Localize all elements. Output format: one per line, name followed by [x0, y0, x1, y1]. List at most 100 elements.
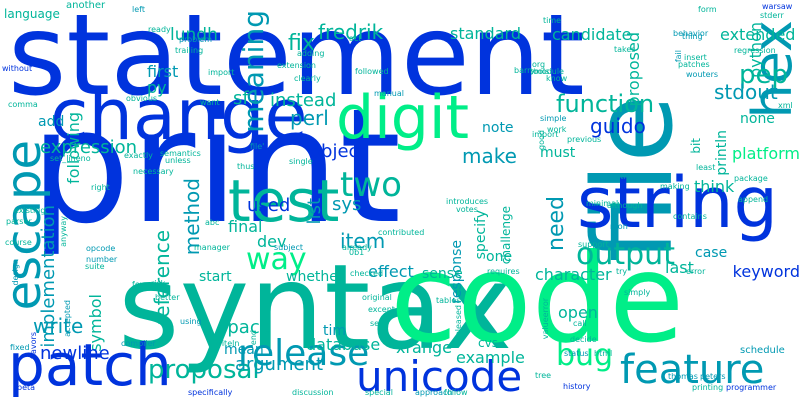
word-regression: regression [734, 46, 776, 55]
word-without: without [2, 64, 33, 73]
word-pep: pep [739, 60, 789, 90]
word-better: better [155, 293, 180, 302]
word-standard: standard [450, 24, 521, 43]
word-adding: adding [297, 49, 325, 58]
word-ready: ready [148, 25, 171, 34]
word-proposed: proposed [624, 32, 643, 107]
word-object: object [310, 141, 366, 162]
word-unicode: unicode [356, 352, 523, 400]
word-want: want [200, 98, 220, 107]
word-tables: tables [436, 296, 461, 305]
word-code: code [390, 228, 685, 370]
word-obvious: obvious [126, 94, 158, 103]
word-item: item [340, 229, 386, 253]
word-case: case [695, 245, 728, 261]
word-already: already [342, 243, 372, 252]
word-platform: platform [732, 144, 800, 163]
word-unless: unless [165, 156, 191, 165]
word-takes: takes [614, 45, 636, 54]
word-test: test [228, 167, 340, 235]
word-released: released [454, 305, 463, 340]
word-simply: simply [624, 288, 651, 297]
word-html: html [594, 349, 613, 358]
word-simple: simple [540, 114, 567, 123]
word-bug: bug [556, 338, 614, 373]
word-xrange: xrange [396, 338, 452, 357]
word-print: print [30, 75, 402, 259]
word-stderr: stderr [760, 11, 784, 20]
word-instead: instead [270, 90, 337, 111]
word-println: println [714, 130, 730, 176]
word-import: import' [532, 130, 561, 139]
word-introduces: introduces [446, 197, 489, 206]
word-fixed: fixed [10, 343, 30, 352]
word-extended: extended [720, 25, 796, 44]
word-guido: guido [590, 114, 646, 138]
word-approach: approach [415, 388, 453, 397]
word-following: following [64, 112, 83, 184]
word-none: none [740, 111, 775, 127]
word-list: list [304, 198, 325, 225]
word-note: note [482, 120, 514, 136]
word-anyway: anyway [59, 216, 68, 247]
word-contributed: contributed [378, 228, 425, 237]
word-course: course [5, 238, 32, 247]
word-append: append [738, 195, 769, 204]
word-problem: problem [179, 35, 213, 44]
word-module: module [534, 67, 564, 76]
word-opcode: opcode [86, 244, 116, 253]
word-dev: dev [257, 232, 287, 251]
word-end: end [249, 330, 258, 346]
word-insert: insert [684, 53, 707, 62]
word-rather: rather [612, 172, 637, 181]
word-least: least [696, 163, 716, 172]
word-digit: digit [336, 83, 470, 153]
word-example: example [456, 348, 525, 367]
word-0b1: 0b1 [349, 248, 365, 257]
word-contains: contains [673, 212, 707, 221]
word-write: write [33, 314, 84, 338]
word-lundh: lundh [170, 25, 218, 45]
word-syntax: syntax [118, 238, 513, 376]
word-language: language [4, 7, 60, 21]
word-database: database [306, 335, 381, 354]
word-final: final [228, 217, 263, 236]
word-single: single [289, 157, 313, 166]
word-character: character [535, 265, 612, 284]
word-sense: sense [422, 266, 463, 282]
word-import: import [208, 68, 235, 77]
word-programmer: programmer [726, 383, 777, 392]
word-candidate: candidate [552, 25, 632, 44]
word-checked: checked [350, 269, 384, 278]
word-subject: subject [274, 243, 303, 252]
word-statement: statement [8, 0, 585, 121]
word-follow: follow [444, 388, 468, 397]
word-proposal: proposal [148, 355, 260, 385]
word-argument: argument [235, 354, 324, 375]
word-form: form [698, 5, 717, 14]
word-right: right [91, 183, 110, 192]
word-change: change [50, 74, 308, 156]
word-must: must [540, 145, 576, 161]
word-file: file' [250, 142, 265, 151]
word-bit: bit [689, 138, 703, 154]
word-support: support [578, 240, 609, 249]
word-function: function [556, 90, 655, 118]
word-string: string [577, 162, 778, 244]
word-minimal: minimal [586, 199, 619, 208]
word-except: except [368, 305, 395, 314]
word-suite: suite [85, 262, 105, 271]
word-call: call [573, 319, 587, 328]
word-open: open [558, 303, 598, 322]
word-patch: patch [8, 331, 172, 399]
word-effect: effect [368, 262, 414, 281]
word-used: used [247, 195, 291, 216]
word-barry: barry [514, 66, 536, 75]
word-comma: comma [8, 100, 38, 109]
word-fail: fail [674, 50, 683, 63]
word-accepted: accepted [63, 300, 72, 337]
word-behavior: behavior [673, 29, 709, 38]
word-although: although [607, 201, 643, 210]
word-expression: expression [40, 137, 138, 158]
word-xml: xml [778, 101, 793, 110]
